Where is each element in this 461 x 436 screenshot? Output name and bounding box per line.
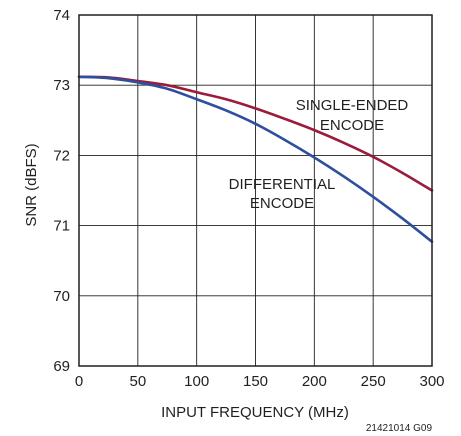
- x-tick-labels: 0 50 100 150 200 250 300: [75, 373, 445, 390]
- series-lines: [77, 75, 434, 244]
- y-axis-title: SNR (dBFS): [23, 143, 40, 226]
- x-tick-label: 200: [302, 373, 327, 390]
- grid: [79, 15, 432, 366]
- x-tick-label: 50: [129, 373, 146, 390]
- y-tick-label: 71: [53, 218, 70, 235]
- plot-frame: [78, 14, 433, 367]
- y-tick-label: 74: [53, 7, 70, 24]
- differential-label-line2: ENCODE: [250, 195, 314, 212]
- x-tick-label: 150: [243, 373, 268, 390]
- y-tick-label: 69: [53, 358, 70, 375]
- x-tick-label: 300: [419, 373, 444, 390]
- y-tick-label: 72: [53, 147, 70, 164]
- x-axis-title: INPUT FREQUENCY (MHz): [161, 404, 349, 421]
- differential-encode-line: [77, 75, 434, 244]
- single-ended-encode-line: [77, 75, 434, 192]
- figure-id: 21421014 G09: [366, 423, 433, 434]
- x-tick-label: 0: [75, 373, 83, 390]
- y-tick-labels: 69 70 71 72 73 74: [53, 7, 70, 375]
- single-ended-label-line1: SINGLE-ENDED: [296, 97, 409, 114]
- differential-label-line1: DIFFERENTIAL: [229, 176, 336, 193]
- x-tick-label: 100: [184, 373, 209, 390]
- single-ended-label-line2: ENCODE: [320, 117, 384, 134]
- y-tick-label: 70: [53, 288, 70, 305]
- x-tick-label: 250: [361, 373, 386, 390]
- y-tick-label: 73: [53, 77, 70, 94]
